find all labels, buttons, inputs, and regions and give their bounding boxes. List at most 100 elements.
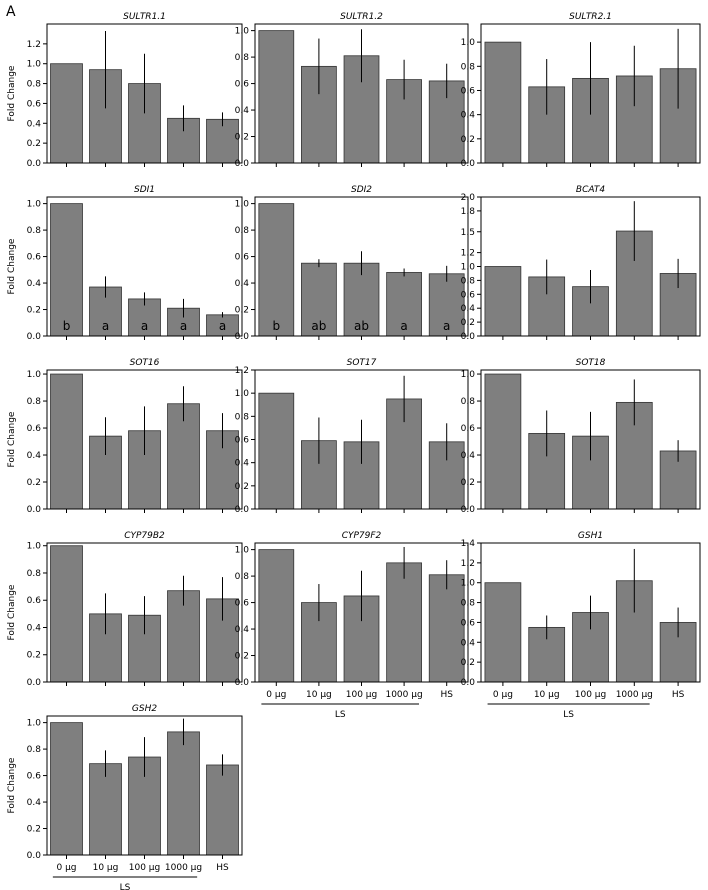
bar [428, 574, 465, 683]
y-tick-label: 0.8 [235, 572, 250, 582]
y-axis-label: Fold Change [7, 411, 17, 467]
panel-sultr1-2: SULTR1.2 0.0 0.2 0.4 0.6 0.8 1.0 [235, 12, 469, 169]
x-tick-label: 1000 µg [165, 863, 202, 873]
plot-frame [46, 23, 243, 164]
bar [50, 63, 83, 164]
y-tick-label: 1.0 [27, 200, 42, 210]
plot-frame [480, 542, 701, 683]
y-tick-label: 0.2 [27, 651, 41, 661]
bar [206, 118, 239, 164]
y-tick-label: 0.6 [235, 80, 250, 90]
panel-sdi2: SDI2 0.0 0.2 0.4 0.6 0.8 1.0 b ab ab a a [235, 185, 469, 342]
y-tick-label: 1.0 [235, 27, 250, 37]
y-tick-label: 0.0 [27, 159, 42, 169]
panel-bcat4: BCAT4 0.0 0.2 0.4 0.6 0.8 1.0 1.2 1.5 1.8 2.0 [461, 185, 701, 342]
x-tick-label: HS [216, 863, 229, 873]
y-tick-label: 0.0 [461, 159, 476, 169]
y-tick-label: 0.6 [461, 424, 476, 434]
plot-frame [254, 542, 469, 683]
x-tick-label: HS [440, 690, 453, 700]
x-tick-label: 100 µg [575, 690, 606, 700]
y-tick-label: 0.6 [461, 290, 476, 300]
y-tick-label: 0.8 [27, 80, 42, 90]
panel-title: SULTR1.1 [123, 12, 166, 22]
significance-letter: b [63, 319, 71, 333]
y-tick-label: 0.6 [235, 253, 250, 263]
y-tick-label: 0.4 [235, 625, 250, 635]
panel-title: SOT16 [130, 358, 160, 368]
x-tick-label: 100 µg [129, 863, 160, 873]
panel-cyp79b2: CYP79B2 0.0 0.2 0.4 0.6 0.8 1.0 Fold Change [7, 531, 243, 688]
panel-title: GSH1 [578, 531, 603, 541]
significance-letter: a [443, 319, 450, 333]
bar [89, 763, 122, 856]
plot-frame [46, 542, 243, 683]
plot-frame [480, 23, 701, 164]
y-tick-label: 0.8 [461, 276, 476, 286]
y-tick-label: 1.2 [461, 249, 475, 259]
y-tick-label: 1.0 [235, 389, 250, 399]
panel-sot18: SOT18 0.0 0.2 0.4 0.6 0.8 1.0 [461, 358, 701, 515]
panel-title: SOT17 [347, 358, 377, 368]
y-tick-label: 0.8 [27, 397, 42, 407]
y-tick-label: 0.0 [235, 678, 250, 688]
panel-sot17: SOT17 0.0 0.2 0.4 0.6 0.8 1.0 1.2 [235, 358, 469, 515]
significance-letter: a [400, 319, 407, 333]
y-tick-label: 1.0 [27, 60, 42, 70]
y-tick-label: 1.8 [461, 207, 476, 217]
plot-frame [46, 715, 243, 856]
significance-letter: a [180, 319, 187, 333]
y-tick-label: 0.6 [27, 424, 42, 434]
group-label: LS [120, 883, 131, 890]
y-tick-label: 0.6 [27, 99, 42, 109]
panel-title: CYP79B2 [124, 531, 165, 541]
y-tick-label: 0.8 [235, 53, 250, 63]
bar [50, 545, 83, 683]
panel-title: CYP79F2 [342, 531, 382, 541]
significance-letter: a [141, 319, 148, 333]
y-tick-label: 0.2 [235, 306, 249, 316]
y-tick-label: 0.2 [235, 133, 249, 143]
bar [258, 203, 295, 337]
x-tick-label: 10 µg [534, 690, 560, 700]
x-tick-label: 0 µg [493, 690, 513, 700]
y-tick-label: 1.0 [27, 542, 42, 552]
bar [206, 764, 239, 856]
y-tick-label: 0.4 [27, 798, 42, 808]
bar [167, 731, 200, 856]
panel-title: SULTR2.1 [569, 12, 612, 22]
y-tick-label: 0.6 [235, 436, 250, 446]
y-tick-label: 1.4 [461, 539, 476, 549]
bar [50, 203, 83, 337]
y-tick-label: 0.2 [27, 306, 41, 316]
y-tick-label: 0.4 [235, 459, 250, 469]
y-tick-label: 0.0 [461, 505, 476, 515]
y-axis-label: Fold Change [7, 584, 17, 640]
group-label: LS [563, 710, 574, 720]
y-tick-label: 0.2 [461, 135, 475, 145]
y-tick-label: 0.0 [461, 332, 476, 342]
bar [258, 30, 295, 164]
bar [50, 722, 83, 856]
plot-frame [480, 196, 701, 337]
y-tick-label: 0.8 [461, 62, 476, 72]
y-axis-label: Fold Change [7, 65, 17, 121]
y-tick-label: 0.0 [27, 851, 42, 861]
y-tick-label: 1.5 [461, 228, 475, 238]
bar [484, 582, 522, 683]
bar [343, 262, 380, 337]
y-tick-label: 1.0 [461, 38, 476, 48]
bar [258, 392, 295, 510]
plot-frame [480, 369, 701, 510]
bar [386, 562, 422, 683]
y-tick-label: 1.2 [235, 366, 249, 376]
x-tick-label: 0 µg [266, 690, 286, 700]
y-tick-label: 0.4 [27, 279, 42, 289]
y-axis-label: Fold Change [7, 238, 17, 294]
panel-title: SULTR1.2 [340, 12, 383, 22]
y-tick-label: 0.4 [461, 451, 476, 461]
panel-sot16: SOT16 0.0 0.2 0.4 0.6 0.8 1.0 Fold Change [7, 358, 243, 515]
plot-frame [254, 369, 469, 510]
y-tick-label: 0.0 [235, 505, 250, 515]
